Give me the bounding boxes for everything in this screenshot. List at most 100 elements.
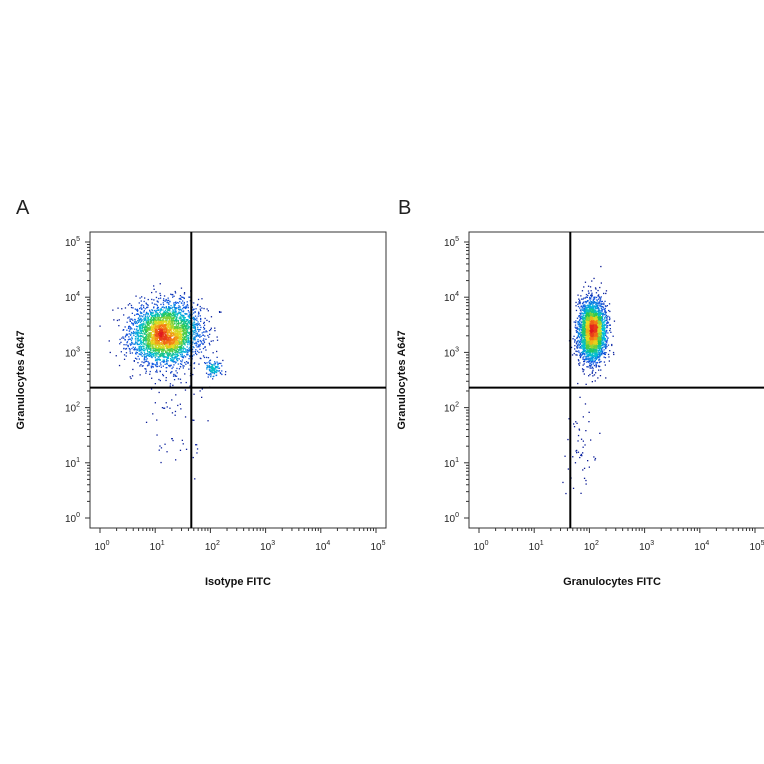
- event-dot: [588, 323, 591, 325]
- event-dot: [187, 326, 189, 328]
- event-dot: [170, 328, 172, 331]
- event-dot: [158, 378, 160, 381]
- event-dot: [172, 296, 174, 298]
- event-dot: [192, 456, 194, 459]
- event-dot: [152, 333, 155, 336]
- event-dot: [151, 353, 153, 356]
- event-dot: [162, 354, 165, 356]
- event-dot: [161, 327, 163, 329]
- event-dot: [147, 313, 149, 315]
- event-dot: [576, 317, 579, 319]
- event-dot: [595, 302, 597, 304]
- event-dot: [162, 304, 165, 306]
- event-dot: [156, 335, 158, 337]
- event-dot: [165, 321, 168, 323]
- event-dot: [195, 343, 197, 345]
- event-dot: [153, 318, 155, 320]
- event-dot: [192, 337, 195, 340]
- event-dot: [151, 319, 153, 321]
- event-dot: [163, 355, 166, 357]
- event-dot: [184, 416, 187, 418]
- event-dot: [127, 345, 129, 348]
- event-dot: [602, 322, 604, 324]
- event-dot: [119, 338, 121, 341]
- event-dot: [194, 328, 197, 330]
- event-dot: [133, 349, 135, 351]
- event-dot: [161, 361, 163, 363]
- event-dot: [604, 313, 606, 316]
- event-dot: [123, 358, 126, 360]
- event-dot: [165, 316, 167, 318]
- event-dot: [137, 321, 140, 323]
- event-dot: [147, 340, 149, 342]
- event-dot: [179, 348, 181, 350]
- event-dot: [213, 373, 216, 375]
- event-dot: [588, 361, 590, 363]
- event-dot: [156, 307, 158, 310]
- event-dot: [147, 318, 150, 320]
- event-dot: [221, 370, 223, 372]
- event-dot: [195, 308, 197, 310]
- event-dot: [146, 333, 148, 335]
- event-dot: [603, 325, 605, 328]
- event-dot: [174, 323, 176, 325]
- event-dot: [180, 308, 182, 310]
- event-dot: [163, 338, 165, 341]
- event-dot: [168, 353, 170, 355]
- event-dot: [583, 342, 586, 344]
- event-dot: [172, 347, 174, 349]
- event-dot: [152, 314, 154, 317]
- event-dot: [147, 354, 149, 357]
- event-dot: [153, 334, 155, 336]
- event-dot: [172, 335, 174, 337]
- event-dot: [144, 329, 146, 332]
- event-dot: [163, 320, 165, 323]
- event-dot: [183, 297, 185, 300]
- event-dot: [589, 352, 591, 354]
- event-dot: [169, 349, 171, 351]
- event-dot: [155, 338, 157, 340]
- event-dot: [145, 355, 147, 357]
- event-dot: [156, 347, 158, 349]
- event-dot: [578, 298, 580, 300]
- event-dot: [148, 329, 151, 331]
- event-dot: [186, 346, 188, 348]
- event-dot: [212, 367, 214, 370]
- event-dot: [174, 336, 177, 338]
- event-dot: [597, 313, 599, 315]
- event-dot: [176, 301, 179, 304]
- event-dot: [174, 339, 176, 341]
- event-dot: [173, 329, 175, 331]
- event-dot: [139, 326, 141, 328]
- event-dot: [180, 328, 182, 330]
- event-dot: [199, 348, 201, 350]
- event-dot: [199, 334, 201, 336]
- event-dot: [161, 354, 164, 356]
- event-dot: [176, 346, 178, 349]
- event-dot: [169, 316, 171, 318]
- event-dot: [175, 318, 177, 320]
- event-dot: [180, 298, 182, 300]
- event-dot: [142, 323, 145, 326]
- event-dot: [580, 317, 582, 319]
- event-dot: [127, 304, 129, 306]
- event-dot: [161, 316, 163, 318]
- event-dot: [177, 363, 179, 365]
- event-dot: [603, 339, 605, 341]
- event-dot: [582, 312, 584, 315]
- event-dot: [163, 317, 165, 319]
- event-dot: [182, 357, 185, 359]
- event-dot: [186, 332, 189, 334]
- event-dot: [184, 333, 186, 335]
- event-dot: [182, 306, 185, 309]
- event-dot: [177, 331, 180, 333]
- event-dot: [589, 311, 591, 313]
- event-dot: [193, 362, 196, 364]
- event-dot: [178, 339, 180, 341]
- event-dot: [162, 330, 164, 333]
- event-dot: [221, 373, 223, 376]
- event-dot: [129, 350, 131, 352]
- event-dot: [163, 328, 165, 330]
- event-dot: [162, 375, 165, 377]
- event-dot: [183, 351, 186, 353]
